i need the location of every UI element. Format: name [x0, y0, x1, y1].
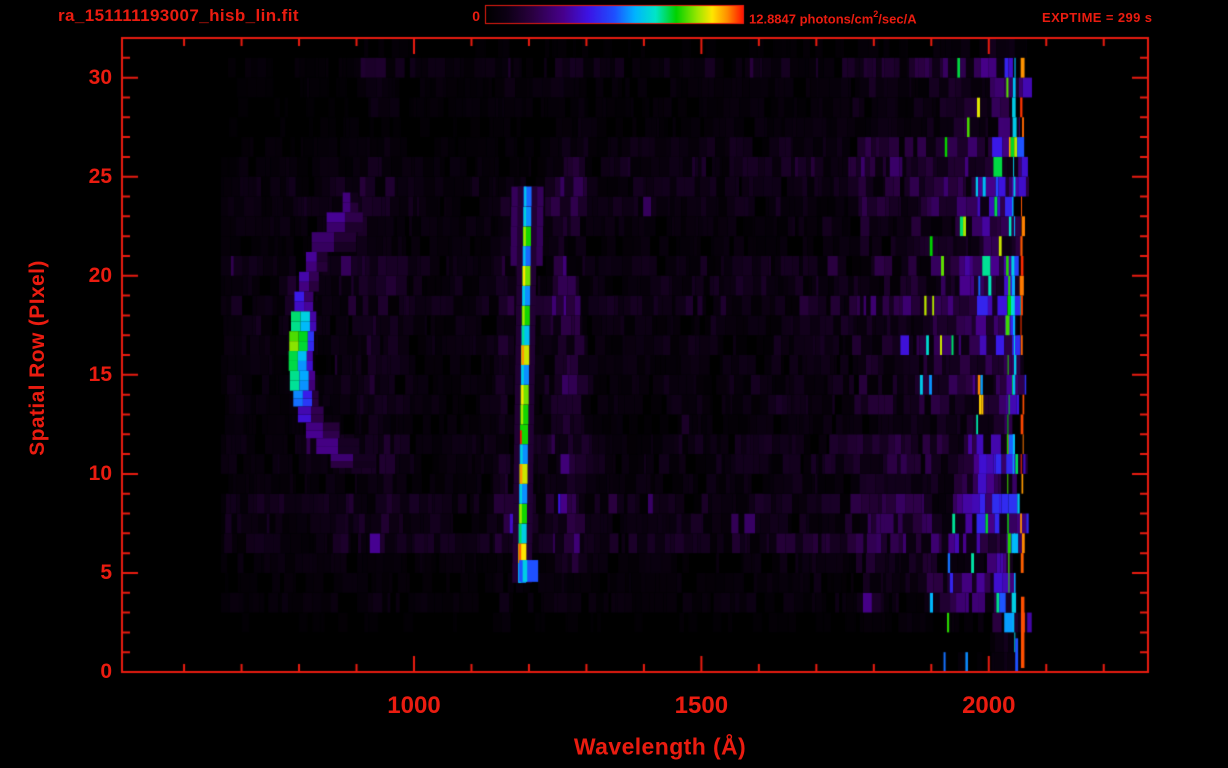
file-title: ra_151111193007_hisb_lin.fit	[58, 6, 299, 25]
y-tick-label: 5	[100, 560, 112, 584]
y-axis-title: Spatial Row (PIxel)	[26, 260, 49, 456]
y-tick-label: 10	[88, 461, 112, 485]
x-tick-label: 1500	[674, 692, 729, 719]
x-tick-label: 1000	[387, 692, 441, 719]
colorbar-max-text: 12.8847 photons/cm	[749, 11, 874, 27]
colorbar-min-label: 0	[472, 8, 480, 24]
y-tick-label: 25	[88, 164, 112, 188]
exptime-label: EXPTIME = 299 s	[1042, 10, 1153, 25]
y-tick-label: 30	[88, 65, 112, 89]
y-tick-label: 20	[88, 263, 112, 287]
y-tick-label: 0	[100, 660, 112, 683]
x-tick-label: 2000	[962, 692, 1016, 719]
colorbar-max-label: 12.8847 photons/cm2/sec/A	[749, 9, 917, 27]
colorbar-units-text: /sec/A	[878, 11, 917, 27]
x-axis-title: Wavelength (Å)	[573, 733, 747, 760]
y-tick-label: 15	[88, 362, 112, 386]
colorbar-units-superscript: 2	[873, 9, 879, 19]
